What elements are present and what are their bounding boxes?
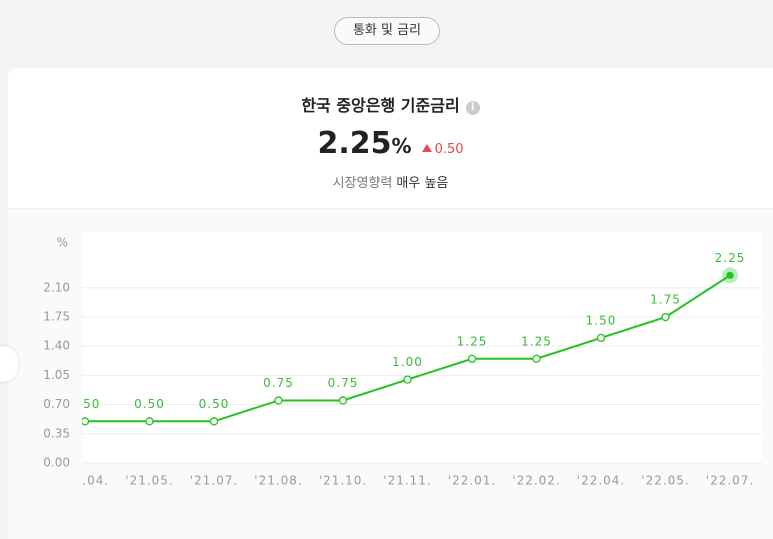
chart: % 0.50 '21.04. 0.50 '21.05. 0.50 '21.07. 0.75 '… (43, 232, 762, 488)
point (338, 396, 348, 405)
x-tick-label: '22.02. (512, 474, 560, 488)
influence: 시장영향력 매우 높음 (8, 172, 773, 191)
value-label: 0.50 (70, 397, 101, 411)
x-tick-label: '22.01. (448, 474, 496, 488)
plot: 0.50 '21.04. 0.50 '21.05. 0.50 '21.07. 0.75 '21… (61, 251, 762, 488)
title-text: 한국 중앙은행 기준금리 (301, 96, 460, 115)
point (274, 396, 283, 405)
rate-unit: % (391, 134, 412, 158)
x-tick-label: '21.08. (254, 474, 302, 488)
value-label: 0.75 (263, 376, 294, 390)
rate-change: 0.50 (422, 142, 464, 157)
point (209, 417, 219, 426)
value-label: 0.50 (199, 397, 230, 411)
y-tick-label: 1.75 (43, 310, 70, 324)
x-tick-label: '21.07. (190, 474, 238, 488)
card-title: 한국 중앙은행 기준금리 i (8, 92, 773, 116)
plot-area (82, 232, 762, 463)
point (661, 312, 670, 322)
y-tick-label: 2.10 (43, 280, 70, 294)
value-label: 1.25 (457, 334, 488, 348)
x-tick-label: '21.05. (125, 474, 173, 488)
y-tick-label: 1.05 (43, 368, 70, 382)
y-tick-label: 0.70 (43, 397, 70, 411)
rate: 2.25% 0.50 (8, 126, 773, 161)
point (145, 417, 154, 426)
value-label: 1.50 (586, 313, 617, 327)
x-tick-label: '21.11. (383, 474, 431, 488)
y-axis-label: % (57, 236, 68, 250)
y-tick-label: 0.35 (43, 426, 70, 440)
value-label: 1.75 (650, 293, 681, 307)
point (403, 375, 412, 384)
y-tick-label: 1.40 (43, 339, 70, 353)
y-tick-label: 0.00 (43, 456, 70, 470)
tab-button[interactable]: 통화 및 금리 (334, 17, 440, 45)
value-label: 0.75 (328, 376, 359, 390)
value-label: 1.25 (521, 334, 552, 348)
point (596, 333, 606, 343)
influence-label: 시장영향력 (332, 176, 393, 191)
body: 통화 및 금리 한국 중앙은행 기준금리 i 2.25% 0.50 시장영향력 매우 … (0, 0, 773, 518)
influence-value: 매우 높음 (396, 176, 449, 191)
info-icon[interactable]: i (465, 101, 480, 115)
value-label: 1.00 (392, 355, 423, 369)
nav-button[interactable] (0, 346, 18, 382)
point (532, 354, 541, 363)
point (467, 354, 477, 363)
x-tick-label: '22.07. (706, 474, 754, 488)
x-tick-label: '21.04. (61, 474, 109, 488)
value-label: 2.25 (715, 251, 746, 265)
x-tick-label: '22.05. (641, 474, 689, 488)
x-tick-label: '21.10. (319, 474, 367, 488)
point (726, 271, 734, 280)
point (82, 417, 90, 426)
page: 통화 및 금리 {"tab": "통화 및 금리", "header": {"t… (0, 0, 773, 518)
x-tick-label: '22.04. (577, 474, 625, 488)
value-label: 0.50 (134, 397, 165, 411)
rate-value: 2.25 (317, 126, 392, 161)
